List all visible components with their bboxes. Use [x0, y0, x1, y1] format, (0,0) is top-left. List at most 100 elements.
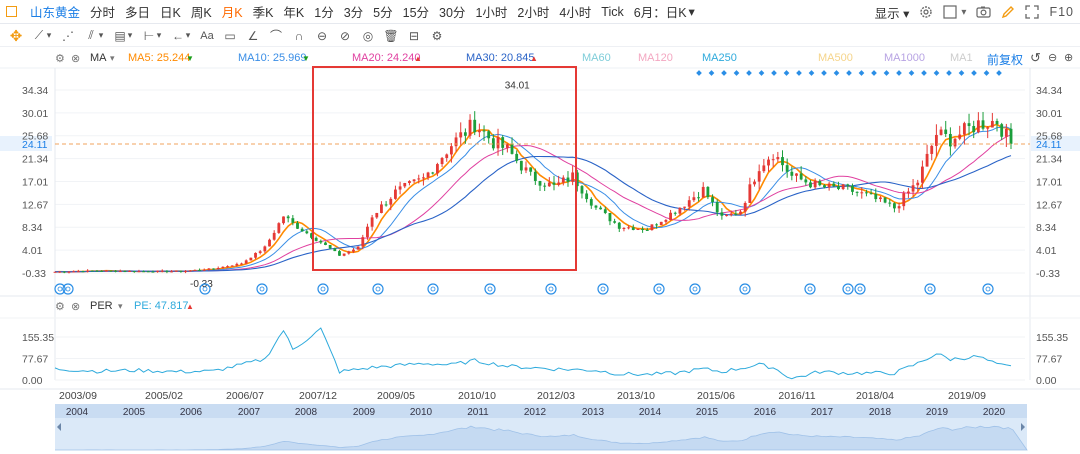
- ma-settings-gear-icon[interactable]: ⚙: [55, 53, 65, 65]
- checkbox-dropdown-icon[interactable]: ▾: [961, 6, 967, 18]
- zoom-in-icon[interactable]: ⊕: [1064, 52, 1074, 64]
- camera-icon[interactable]: [976, 5, 992, 19]
- ma5-value: MA5: 25.244: [128, 52, 191, 64]
- arrow-tool-icon[interactable]: ←: [172, 28, 184, 43]
- period-1min[interactable]: 1分: [314, 6, 334, 20]
- fullscreen-icon[interactable]: [1025, 5, 1040, 19]
- period-4h[interactable]: 4小时: [559, 6, 592, 20]
- period-jik[interactable]: 季K: [252, 6, 274, 20]
- candle-body: [995, 120, 999, 125]
- settings-gear-icon[interactable]: [919, 5, 933, 19]
- candle-body: [1004, 128, 1008, 137]
- f10-button[interactable]: F10: [1049, 5, 1074, 19]
- candle-body: [510, 144, 514, 154]
- per-indicator-label[interactable]: PER: [90, 300, 113, 312]
- polyline-dropdown-icon[interactable]: ▾: [98, 30, 104, 40]
- candle-body: [398, 186, 402, 190]
- period-zhouk[interactable]: 周K: [190, 6, 212, 20]
- eraser-icon[interactable]: ⌒: [269, 29, 282, 43]
- fib-dropdown-icon[interactable]: ▾: [127, 30, 133, 40]
- date-tick: 2006/07: [226, 390, 264, 402]
- dividend-diamond-icon: [846, 70, 852, 76]
- highlight-box: [312, 66, 577, 271]
- navigator-year-band: [55, 404, 1027, 418]
- stock-name[interactable]: 山东黄金: [30, 6, 81, 20]
- line-dropdown-icon[interactable]: ▾: [46, 30, 52, 40]
- period-2h[interactable]: 2小时: [517, 6, 550, 20]
- date-tick: 2007/12: [299, 390, 337, 402]
- period-3min[interactable]: 3分: [343, 6, 364, 20]
- ma60-label: MA60: [582, 52, 611, 64]
- candle-body: [342, 253, 346, 256]
- undo-icon[interactable]: ↺: [1030, 50, 1041, 65]
- period-6m-dayk[interactable]: 6月：日K: [633, 6, 687, 20]
- navigator-year-label: 2015: [696, 407, 719, 418]
- trash-icon[interactable]: 🗑: [383, 28, 399, 43]
- candle-body: [333, 248, 337, 252]
- parallel-tool-icon[interactable]: ⫽: [88, 28, 94, 42]
- measure-tool-icon[interactable]: ⊢: [143, 28, 155, 43]
- lock-icon[interactable]: ⊖: [316, 28, 328, 43]
- ma5-line: [54, 123, 1012, 273]
- ma-close-icon[interactable]: ⊗: [71, 53, 81, 65]
- period-dropdown-chevron-icon[interactable]: ▾: [688, 5, 695, 19]
- candle-body: [128, 271, 132, 273]
- navigator-year-label: 2016: [754, 407, 777, 418]
- candle-body: [678, 207, 682, 214]
- event-marker-inner: [656, 286, 662, 292]
- period-tick[interactable]: Tick: [601, 4, 624, 19]
- zoom-out-icon[interactable]: ⊖: [1048, 52, 1058, 64]
- price-tick-right: 34.34: [1036, 85, 1062, 97]
- dividend-diamond-icon: [958, 70, 965, 76]
- period-niank[interactable]: 年K: [283, 6, 305, 20]
- checkbox-icon[interactable]: [943, 5, 958, 19]
- per-dropdown-icon[interactable]: ▾: [118, 301, 123, 311]
- period-5min[interactable]: 5分: [373, 6, 393, 20]
- ruler-angle-icon[interactable]: ∠: [247, 28, 259, 43]
- candle-body: [701, 186, 705, 198]
- fibonacci-tool-icon[interactable]: ▤: [114, 28, 126, 43]
- stock-square-icon[interactable]: [6, 6, 17, 17]
- ma120-label: MA120: [638, 52, 673, 64]
- candle-body: [711, 197, 714, 203]
- period-1h[interactable]: 1小时: [475, 6, 508, 20]
- period-fenshi[interactable]: 分时: [90, 6, 116, 20]
- candle-body: [235, 263, 239, 266]
- per-close-icon[interactable]: ⊗: [71, 301, 81, 313]
- period-15min[interactable]: 15分: [402, 6, 430, 20]
- eye-icon[interactable]: ◎: [362, 28, 374, 43]
- magnet-icon[interactable]: ∩: [294, 28, 304, 43]
- period-yuek[interactable]: 月K: [221, 6, 243, 20]
- per-settings-gear-icon[interactable]: ⚙: [55, 301, 65, 313]
- ma30-line: [54, 155, 1012, 273]
- period-duori[interactable]: 多日: [125, 6, 151, 20]
- arrow-dropdown-icon[interactable]: ▾: [185, 30, 191, 40]
- period-rik[interactable]: 日K: [160, 6, 181, 20]
- line-tool-icon[interactable]: ⟋: [34, 28, 44, 42]
- pencil-icon[interactable]: [1001, 5, 1015, 19]
- adjust-mode-button[interactable]: 前复权: [987, 53, 1024, 67]
- hide-drawings-icon[interactable]: ⊘: [339, 28, 351, 43]
- crosshair-icon[interactable]: ✥: [9, 27, 23, 45]
- candle-body: [823, 185, 826, 188]
- dividend-diamond-icon: [771, 70, 777, 76]
- ma-dropdown-icon[interactable]: ▾: [110, 53, 115, 63]
- candle-body: [529, 167, 533, 172]
- event-marker-icon: [689, 283, 701, 295]
- text-tool-icon[interactable]: Aa: [200, 29, 214, 42]
- drawing-list-icon[interactable]: ⊟: [408, 28, 420, 43]
- polyline-tool-icon[interactable]: ⋰: [62, 28, 74, 43]
- comment-tool-icon[interactable]: ▭: [224, 28, 236, 43]
- navigator-year-label: 2010: [410, 407, 433, 418]
- measure-dropdown-icon[interactable]: ▾: [156, 30, 162, 40]
- drawing-settings-gear-icon[interactable]: ⚙: [431, 28, 443, 43]
- candle-body: [664, 219, 668, 222]
- event-marker-inner: [375, 286, 381, 292]
- candle-body: [114, 270, 118, 272]
- period-30min[interactable]: 30分: [439, 6, 466, 20]
- candle-body: [771, 159, 775, 161]
- show-menu[interactable]: 显示 ▾: [874, 6, 910, 21]
- ma-indicator-label[interactable]: MA: [90, 52, 107, 64]
- ma1-label: MA1: [950, 52, 973, 64]
